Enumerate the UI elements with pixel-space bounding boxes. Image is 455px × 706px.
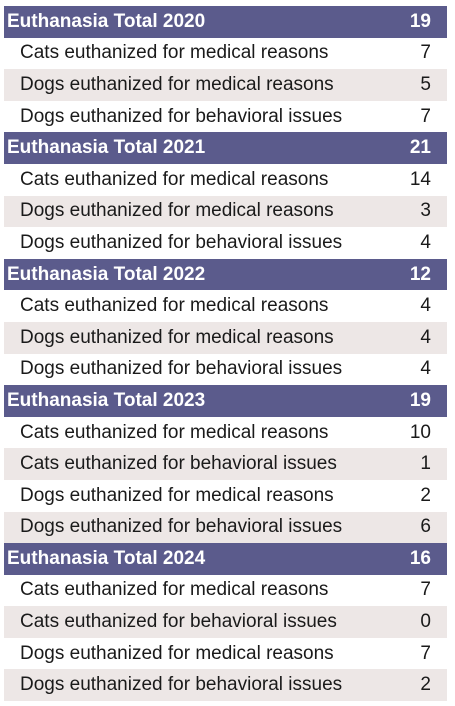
row-value: 5 [420, 73, 431, 95]
row-value: 0 [420, 611, 431, 633]
group-title: Euthanasia Total 2023 [7, 389, 206, 411]
row-value: 7 [420, 642, 431, 664]
row-value: 2 [420, 674, 431, 696]
table-row: Cats euthanized for medical reasons 14 [4, 164, 447, 196]
row-label: Cats euthanized for behavioral issues [20, 611, 337, 633]
group-header-row: Euthanasia Total 2021 21 [4, 132, 447, 164]
group-total: 19 [409, 389, 431, 411]
row-value: 4 [420, 358, 431, 380]
row-label: Cats euthanized for medical reasons [20, 168, 329, 190]
group-title: Euthanasia Total 2024 [7, 547, 206, 569]
group-title: Euthanasia Total 2022 [7, 263, 206, 285]
group-total: 21 [409, 137, 431, 159]
table-row: Cats euthanized for behavioral issues 0 [4, 606, 447, 638]
row-label: Dogs euthanized for behavioral issues [20, 674, 343, 696]
group-total: 16 [409, 547, 431, 569]
group-header-row: Euthanasia Total 2020 19 [4, 6, 447, 38]
table-row: Dogs euthanized for behavioral issues 7 [4, 101, 447, 133]
table-row: Dogs euthanized for medical reasons 2 [4, 480, 447, 512]
row-label: Dogs euthanized for medical reasons [20, 642, 334, 664]
table-row: Cats euthanized for medical reasons 7 [4, 38, 447, 70]
table-row: Dogs euthanized for medical reasons 4 [4, 321, 447, 354]
row-value: 10 [409, 421, 431, 443]
row-label: Cats euthanized for medical reasons [20, 421, 329, 443]
group-total: 19 [409, 10, 431, 32]
table-row: Dogs euthanized for medical reasons 7 [4, 638, 447, 670]
group-title: Euthanasia Total 2021 [7, 137, 206, 159]
table-row: Cats euthanized for behavioral issues 1 [4, 448, 447, 480]
row-label: Dogs euthanized for medical reasons [20, 326, 334, 348]
table-row: Dogs euthanized for medical reasons 5 [4, 69, 447, 101]
row-value: 4 [420, 231, 431, 253]
row-value: 7 [420, 105, 431, 127]
row-value: 14 [409, 168, 431, 190]
row-label: Cats euthanized for medical reasons [20, 42, 329, 64]
table-row: Cats euthanized for medical reasons 10 [4, 417, 447, 449]
table-row: Dogs euthanized for behavioral issues 2 [4, 669, 447, 702]
row-value: 3 [420, 200, 431, 222]
group-header-row: Euthanasia Total 2022 12 [4, 258, 447, 291]
row-label: Dogs euthanized for medical reasons [20, 200, 334, 222]
row-label: Dogs euthanized for medical reasons [20, 73, 334, 95]
row-label: Cats euthanized for medical reasons [20, 579, 329, 601]
table-row: Dogs euthanized for behavioral issues 4 [4, 227, 447, 259]
row-label: Cats euthanized for medical reasons [20, 295, 329, 317]
group-header-row: Euthanasia Total 2024 16 [4, 543, 447, 575]
table-row: Dogs euthanized for behavioral issues 6 [4, 511, 447, 544]
table-row: Cats euthanized for medical reasons 7 [4, 575, 447, 607]
row-value: 4 [420, 295, 431, 317]
euthanasia-table: Euthanasia Total 2020 19 Cats euthanized f… [4, 6, 447, 702]
group-total: 12 [409, 263, 431, 285]
row-value: 7 [420, 579, 431, 601]
table-row: Dogs euthanized for behavioral issues 4 [4, 354, 447, 386]
row-label: Dogs euthanized for behavioral issues [20, 105, 343, 127]
row-value: 4 [420, 326, 431, 348]
row-value: 2 [420, 484, 431, 506]
row-label: Dogs euthanized for medical reasons [20, 484, 334, 506]
table-row: Cats euthanized for medical reasons 4 [4, 290, 447, 322]
row-value: 7 [420, 42, 431, 64]
group-title: Euthanasia Total 2020 [7, 10, 206, 32]
row-label: Dogs euthanized for behavioral issues [20, 516, 343, 538]
row-label: Dogs euthanized for behavioral issues [20, 358, 343, 380]
row-label: Cats euthanized for behavioral issues [20, 453, 337, 475]
row-label: Dogs euthanized for behavioral issues [20, 231, 343, 253]
group-header-row: Euthanasia Total 2023 19 [4, 385, 447, 417]
table-row: Dogs euthanized for medical reasons 3 [4, 195, 447, 228]
row-value: 1 [420, 453, 431, 475]
row-value: 6 [420, 516, 431, 538]
